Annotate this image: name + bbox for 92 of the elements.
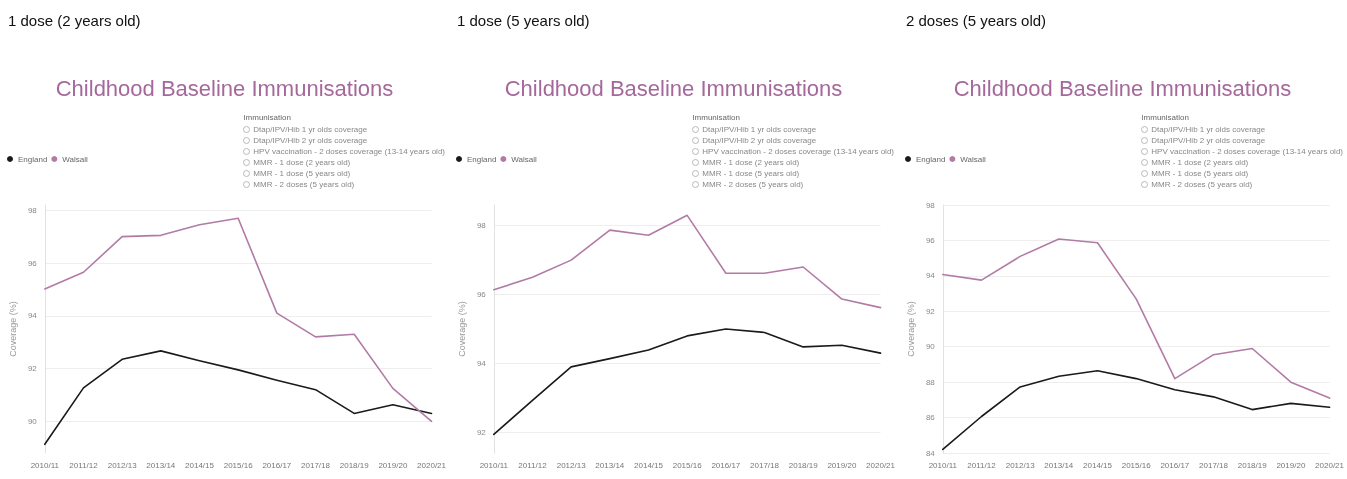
line-series xyxy=(942,238,1331,399)
text: Dtap/IPV/Hib 1 yr olds coverage xyxy=(702,124,817,135)
text: MMR - 1 dose (5 years old) xyxy=(1151,168,1249,179)
legend-label: England xyxy=(18,154,48,164)
text: Dtap/IPV/Hib 1 yr olds coverage xyxy=(1151,124,1266,135)
y-axis-title: Coverage (%) xyxy=(456,301,467,357)
y-tick-label: 96 xyxy=(27,258,38,268)
x-tick-label: 2018/19 xyxy=(788,460,819,470)
text: Dtap/IPV/Hib 2 yr olds coverage xyxy=(702,135,817,146)
text: MMR - 1 dose (2 years old) xyxy=(253,157,351,168)
x-tick-label: 2014/15 xyxy=(185,460,215,470)
legend-label: Walsall xyxy=(62,154,89,164)
x-tick-label: 2017/18 xyxy=(1199,460,1229,470)
text: MMR - 2 doses (5 years old) xyxy=(702,179,804,190)
text: HPV vaccination - 2 doses coverage (13-14 years old) xyxy=(253,146,445,157)
x-tick-label: 2012/13 xyxy=(556,460,587,470)
x-tick-label: 2013/14 xyxy=(595,460,625,470)
legend-label: Walsall xyxy=(511,154,538,164)
x-tick-label: 2017/18 xyxy=(301,460,331,470)
y-tick-label: 84 xyxy=(925,448,936,458)
line-series xyxy=(44,350,433,446)
y-tick-label: 90 xyxy=(925,342,936,352)
x-tick-label: 2012/13 xyxy=(1005,460,1036,470)
legend-label: England xyxy=(916,154,946,164)
y-tick-label: 98 xyxy=(925,200,936,210)
text: HPV vaccination - 2 doses coverage (13-14 years old) xyxy=(1151,146,1343,157)
line-series xyxy=(493,328,882,436)
text: MMR - 1 dose (5 years old) xyxy=(253,168,351,179)
x-tick-label: 2012/13 xyxy=(107,460,138,470)
y-tick-label: 88 xyxy=(925,377,936,387)
y-tick-label: 92 xyxy=(925,306,936,316)
text: Dtap/IPV/Hib 2 yr olds coverage xyxy=(1151,135,1266,146)
x-tick-label: 2010/11 xyxy=(30,460,60,470)
x-tick-label: 2014/15 xyxy=(634,460,664,470)
text: HPV vaccination - 2 doses coverage (13-14 years old) xyxy=(702,146,894,157)
y-tick-label: 90 xyxy=(27,416,38,426)
y-tick-label: 86 xyxy=(925,413,936,423)
text: 1 dose (5 years old) xyxy=(457,12,590,29)
x-tick-label: 2019/20 xyxy=(378,460,408,470)
legend-label: Walsall xyxy=(960,154,987,164)
y-tick-label: 92 xyxy=(476,427,487,437)
line-series xyxy=(493,214,882,309)
y-tick-label: 94 xyxy=(27,311,38,321)
x-tick-label: 2020/21 xyxy=(417,460,447,470)
text: 2 doses (5 years old) xyxy=(906,12,1047,29)
x-tick-label: 2011/12 xyxy=(518,460,548,470)
x-tick-label: 2017/18 xyxy=(750,460,780,470)
text: Dtap/IPV/Hib 1 yr olds coverage xyxy=(253,124,368,135)
text: Immunisation xyxy=(243,112,292,123)
legend-label: England xyxy=(467,154,497,164)
line-series xyxy=(44,217,433,423)
text: Immunisation xyxy=(692,112,741,123)
y-tick-label: 94 xyxy=(476,358,487,368)
y-tick-label: 94 xyxy=(925,271,936,281)
text: MMR - 2 doses (5 years old) xyxy=(253,179,355,190)
x-tick-label: 2015/16 xyxy=(672,460,703,470)
x-tick-label: 2020/21 xyxy=(1315,460,1345,470)
y-axis-title: Coverage (%) xyxy=(7,301,18,357)
x-tick-label: 2016/17 xyxy=(262,460,292,470)
x-tick-label: 2011/12 xyxy=(967,460,997,470)
text: MMR - 2 doses (5 years old) xyxy=(1151,179,1253,190)
x-tick-label: 2018/19 xyxy=(339,460,370,470)
y-tick-label: 96 xyxy=(476,290,487,300)
y-tick-label: 98 xyxy=(27,205,38,215)
x-tick-label: 2016/17 xyxy=(711,460,741,470)
x-tick-label: 2020/21 xyxy=(866,460,896,470)
line-series xyxy=(942,370,1331,451)
x-tick-label: 2010/11 xyxy=(479,460,509,470)
chart-title: Childhood Baseline Immunisations xyxy=(55,75,394,101)
x-tick-label: 2015/16 xyxy=(1121,460,1152,470)
y-tick-label: 96 xyxy=(925,235,936,245)
chart-title: Childhood Baseline Immunisations xyxy=(953,75,1292,101)
text: MMR - 1 dose (2 years old) xyxy=(1151,157,1249,168)
x-tick-label: 2014/15 xyxy=(1083,460,1113,470)
x-tick-label: 2010/11 xyxy=(928,460,958,470)
text: MMR - 1 dose (2 years old) xyxy=(702,157,800,168)
x-tick-label: 2018/19 xyxy=(1237,460,1268,470)
y-tick-label: 92 xyxy=(27,364,38,374)
x-tick-label: 2016/17 xyxy=(1160,460,1190,470)
text: Dtap/IPV/Hib 2 yr olds coverage xyxy=(253,135,368,146)
x-tick-label: 2015/16 xyxy=(223,460,254,470)
x-tick-label: 2019/20 xyxy=(1276,460,1306,470)
chart-title: Childhood Baseline Immunisations xyxy=(504,75,843,101)
x-tick-label: 2011/12 xyxy=(69,460,99,470)
y-axis-title: Coverage (%) xyxy=(905,301,916,357)
text: 1 dose (2 years old) xyxy=(8,12,141,29)
text: Immunisation xyxy=(1141,112,1190,123)
y-tick-label: 98 xyxy=(476,221,487,231)
x-tick-label: 2013/14 xyxy=(146,460,176,470)
text: MMR - 1 dose (5 years old) xyxy=(702,168,800,179)
x-tick-label: 2019/20 xyxy=(827,460,857,470)
x-tick-label: 2013/14 xyxy=(1044,460,1074,470)
